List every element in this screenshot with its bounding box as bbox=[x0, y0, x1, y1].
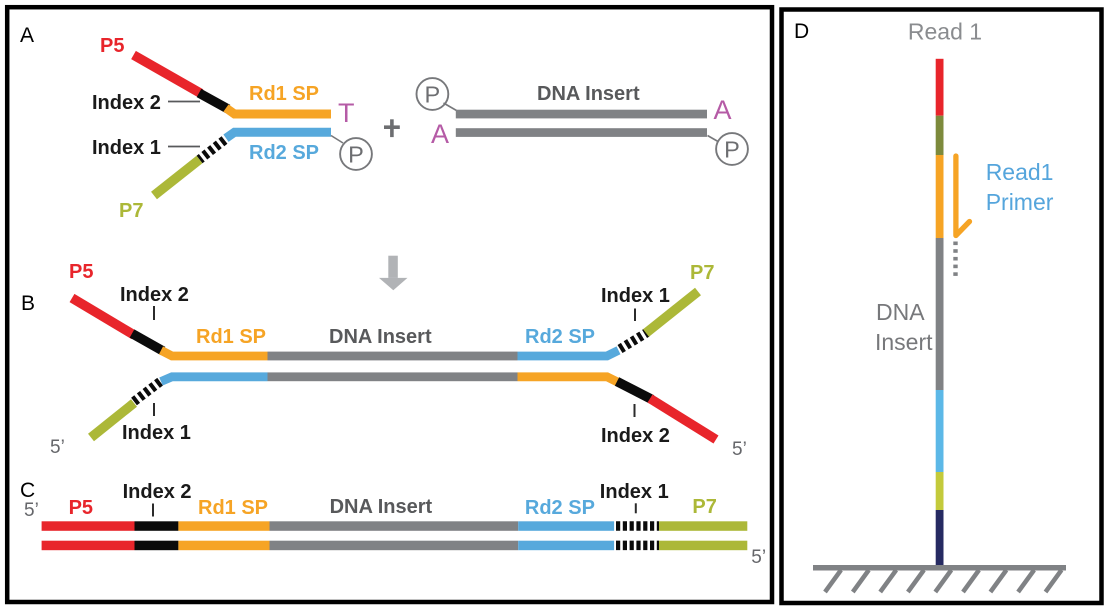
svg-text:Index 1: Index 1 bbox=[600, 481, 669, 503]
svg-text:5’: 5’ bbox=[50, 437, 65, 458]
svg-text:A: A bbox=[20, 24, 34, 47]
svg-text:5’: 5’ bbox=[24, 500, 39, 521]
svg-text:Index 2: Index 2 bbox=[120, 284, 189, 306]
svg-text:P5: P5 bbox=[100, 35, 124, 57]
svg-text:Index 2: Index 2 bbox=[123, 481, 192, 503]
svg-text:Index 1: Index 1 bbox=[122, 422, 191, 444]
svg-text:P7: P7 bbox=[119, 200, 143, 222]
svg-text:C: C bbox=[20, 479, 35, 502]
svg-text:DNA Insert: DNA Insert bbox=[329, 326, 432, 348]
svg-text:Read1: Read1 bbox=[986, 159, 1054, 185]
svg-text:Rd2 SP: Rd2 SP bbox=[525, 497, 595, 519]
svg-text:Index 2: Index 2 bbox=[601, 425, 670, 447]
svg-text:P7: P7 bbox=[692, 496, 716, 518]
svg-text:P7: P7 bbox=[690, 262, 714, 284]
svg-text:T: T bbox=[338, 98, 355, 128]
svg-text:D: D bbox=[794, 20, 809, 43]
svg-text:A: A bbox=[431, 119, 449, 149]
svg-text:P5: P5 bbox=[69, 261, 93, 283]
svg-text:Index 1: Index 1 bbox=[601, 285, 670, 307]
svg-text:P: P bbox=[425, 82, 441, 108]
svg-text:Primer: Primer bbox=[986, 189, 1054, 215]
svg-text:Insert: Insert bbox=[875, 329, 933, 355]
svg-text:Index 1: Index 1 bbox=[92, 137, 161, 159]
svg-text:B: B bbox=[21, 292, 35, 315]
svg-text:Read 1: Read 1 bbox=[908, 19, 982, 45]
svg-text:5’: 5’ bbox=[732, 439, 747, 460]
svg-text:DNA Insert: DNA Insert bbox=[330, 496, 433, 518]
svg-text:Rd1 SP: Rd1 SP bbox=[196, 326, 266, 348]
svg-text:5’: 5’ bbox=[751, 547, 766, 568]
svg-text:Rd2 SP: Rd2 SP bbox=[249, 142, 319, 164]
svg-text:P: P bbox=[724, 137, 740, 163]
svg-text:A: A bbox=[714, 95, 732, 125]
svg-text:Rd2 SP: Rd2 SP bbox=[525, 326, 595, 348]
svg-text:DNA Insert: DNA Insert bbox=[537, 83, 640, 105]
svg-text:Rd1 SP: Rd1 SP bbox=[249, 83, 319, 105]
svg-text:DNA: DNA bbox=[876, 299, 925, 325]
svg-text:P5: P5 bbox=[69, 497, 93, 519]
svg-text:Rd1 SP: Rd1 SP bbox=[198, 497, 268, 519]
svg-text:P: P bbox=[348, 142, 364, 168]
svg-text:Index 2: Index 2 bbox=[92, 92, 161, 114]
